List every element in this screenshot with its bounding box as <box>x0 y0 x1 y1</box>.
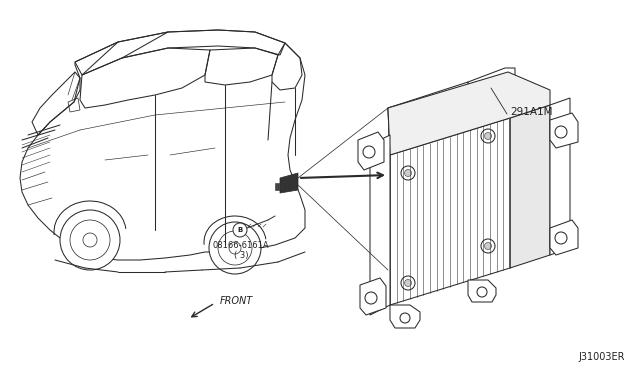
Circle shape <box>209 222 261 274</box>
Circle shape <box>401 276 415 290</box>
Circle shape <box>233 223 247 237</box>
Text: B: B <box>237 227 243 233</box>
Text: FRONT: FRONT <box>220 296 253 306</box>
Circle shape <box>363 146 375 158</box>
Text: 291A1M: 291A1M <box>510 107 552 117</box>
Polygon shape <box>388 82 468 155</box>
Circle shape <box>404 170 412 176</box>
Circle shape <box>365 292 377 304</box>
Circle shape <box>404 279 412 286</box>
Circle shape <box>401 166 415 180</box>
Polygon shape <box>550 220 578 255</box>
Polygon shape <box>360 278 386 315</box>
Polygon shape <box>550 113 578 148</box>
Polygon shape <box>550 98 570 255</box>
Circle shape <box>555 126 567 138</box>
Polygon shape <box>358 132 384 170</box>
Polygon shape <box>370 135 390 315</box>
Text: J31003ER: J31003ER <box>579 352 625 362</box>
Polygon shape <box>275 183 280 190</box>
Text: 08166-6161A
( 3): 08166-6161A ( 3) <box>212 241 269 260</box>
Circle shape <box>481 239 495 253</box>
Polygon shape <box>390 118 510 305</box>
Circle shape <box>484 243 492 250</box>
Circle shape <box>484 132 492 140</box>
Polygon shape <box>468 280 496 302</box>
Polygon shape <box>468 68 515 110</box>
Polygon shape <box>390 305 420 328</box>
Polygon shape <box>388 72 510 155</box>
Circle shape <box>60 210 120 270</box>
Polygon shape <box>510 105 550 268</box>
Circle shape <box>400 313 410 323</box>
Polygon shape <box>280 173 298 193</box>
Circle shape <box>483 81 497 95</box>
Circle shape <box>555 232 567 244</box>
Circle shape <box>477 287 487 297</box>
Circle shape <box>481 129 495 143</box>
Polygon shape <box>388 72 550 155</box>
